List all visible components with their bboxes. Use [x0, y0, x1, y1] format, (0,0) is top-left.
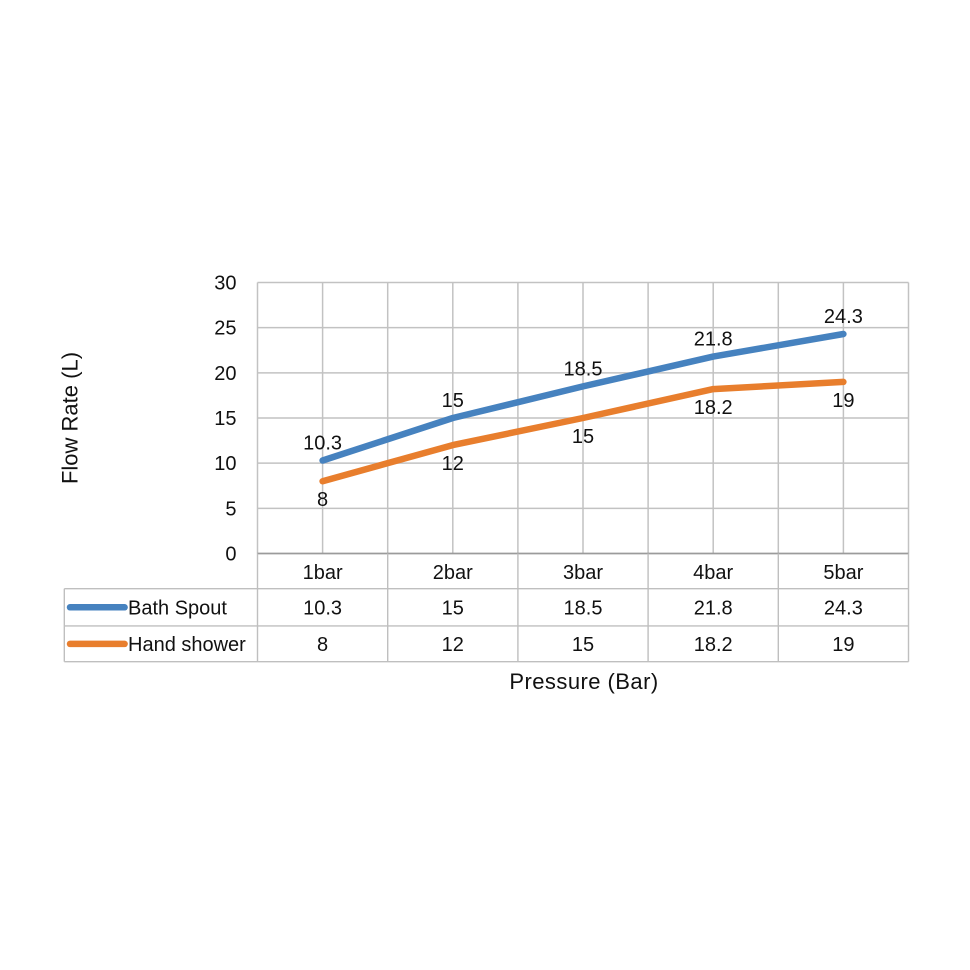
svg-text:2bar: 2bar [433, 562, 473, 584]
svg-text:Flow Rate (L): Flow Rate (L) [58, 352, 83, 484]
svg-text:20: 20 [214, 363, 236, 385]
svg-text:18.2: 18.2 [694, 634, 733, 656]
svg-text:12: 12 [442, 453, 464, 475]
svg-text:3bar: 3bar [563, 562, 603, 584]
svg-text:10.3: 10.3 [303, 433, 342, 455]
svg-text:21.8: 21.8 [694, 329, 733, 351]
svg-text:4bar: 4bar [693, 562, 733, 584]
svg-text:5: 5 [225, 498, 236, 520]
svg-text:15: 15 [572, 634, 594, 656]
svg-text:0: 0 [225, 544, 236, 566]
svg-text:19: 19 [832, 634, 854, 656]
svg-text:18.5: 18.5 [564, 358, 603, 380]
svg-text:10: 10 [214, 453, 236, 475]
svg-text:8: 8 [317, 634, 328, 656]
svg-text:10.3: 10.3 [303, 598, 342, 620]
svg-text:15: 15 [442, 390, 464, 412]
svg-text:30: 30 [214, 273, 236, 295]
svg-text:Pressure (Bar): Pressure (Bar) [509, 669, 658, 694]
svg-text:8: 8 [317, 489, 328, 511]
svg-text:24.3: 24.3 [824, 598, 863, 620]
svg-text:5bar: 5bar [823, 562, 863, 584]
svg-text:15: 15 [214, 408, 236, 430]
svg-text:18.2: 18.2 [694, 397, 733, 419]
svg-text:15: 15 [572, 426, 594, 448]
svg-text:24.3: 24.3 [824, 306, 863, 328]
svg-text:19: 19 [832, 390, 854, 412]
svg-text:18.5: 18.5 [564, 598, 603, 620]
svg-text:25: 25 [214, 318, 236, 340]
svg-text:12: 12 [442, 634, 464, 656]
svg-text:1bar: 1bar [303, 562, 343, 584]
svg-text:Hand shower: Hand shower [128, 634, 246, 656]
svg-text:Bath Spout: Bath Spout [128, 598, 227, 620]
svg-text:15: 15 [442, 598, 464, 620]
svg-text:21.8: 21.8 [694, 598, 733, 620]
